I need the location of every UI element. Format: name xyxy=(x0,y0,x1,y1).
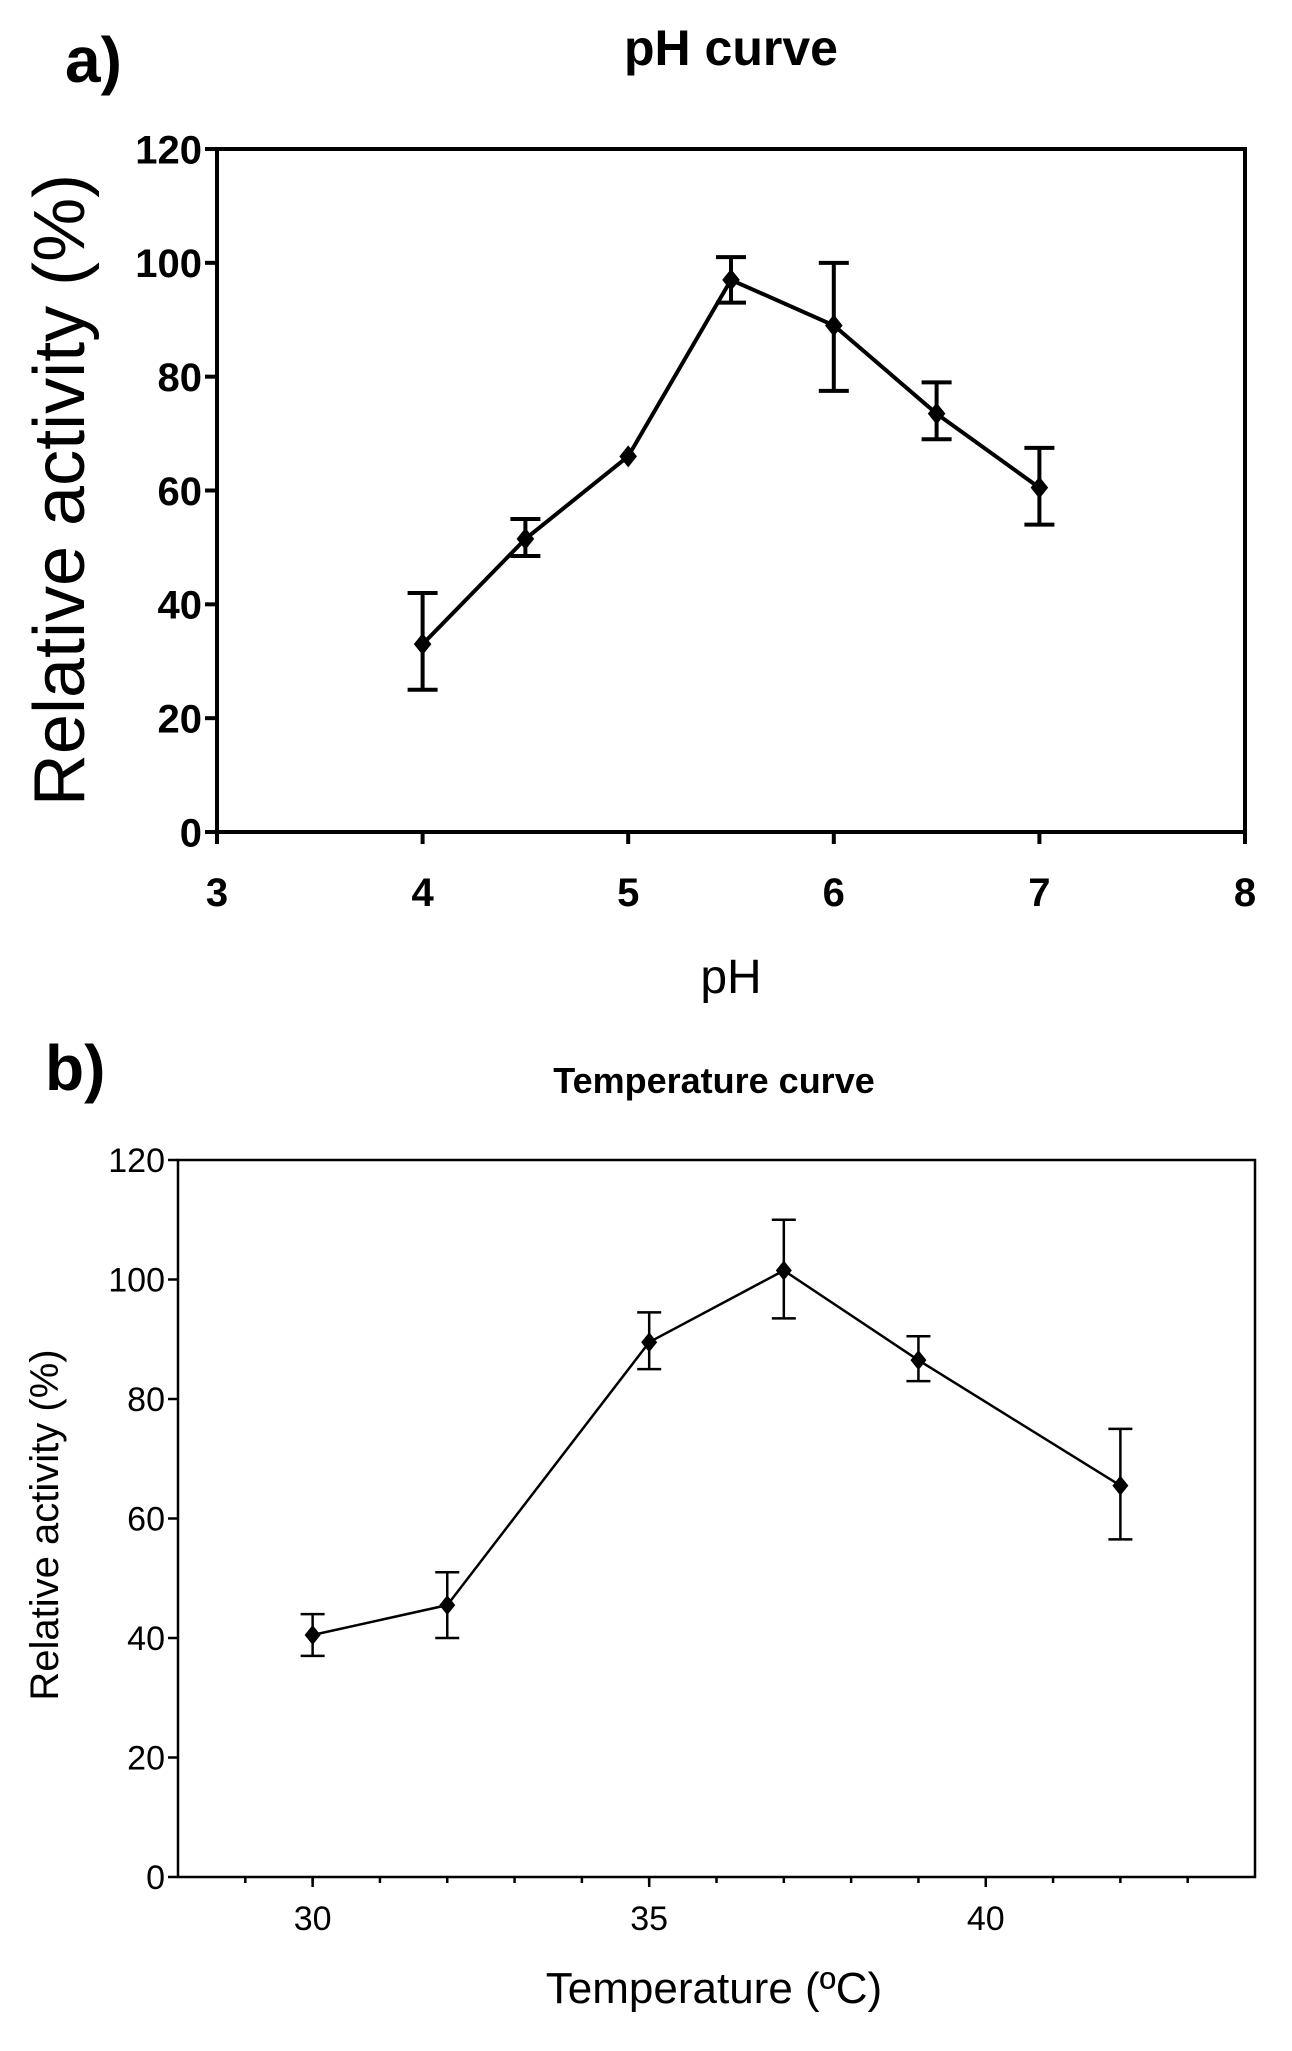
data-point-marker xyxy=(1112,1475,1129,1496)
series-line xyxy=(421,277,1041,646)
x-tick-label: 6 xyxy=(823,871,845,915)
plot-frame xyxy=(176,1158,1257,1879)
x-axis-label: Temperature (ºC) xyxy=(546,1964,882,2013)
y-tick-label: 60 xyxy=(158,470,203,514)
y-tick-label: 0 xyxy=(146,1859,165,1897)
y-tick-label: 20 xyxy=(158,698,203,742)
data-point-marker xyxy=(927,402,946,425)
series-line xyxy=(312,1269,1122,1637)
x-tick-label: 5 xyxy=(617,871,639,915)
y-tick-label: 120 xyxy=(108,1142,165,1180)
data-point-marker xyxy=(825,314,843,337)
data-point-marker xyxy=(641,1332,658,1353)
ph-chart: pH curve pH Relative activity (%) 0 20 40 60 80… xyxy=(20,20,1256,1004)
data-point-marker xyxy=(413,633,432,656)
data-point-marker xyxy=(1030,476,1049,499)
y-tick-label: 40 xyxy=(158,584,203,628)
y-tick-label: 0 xyxy=(180,811,202,855)
y-tick-label: 100 xyxy=(108,1262,165,1300)
y-tick-label: 40 xyxy=(127,1620,165,1658)
data-point-marker xyxy=(619,445,637,468)
data-point-marker xyxy=(775,1260,792,1281)
temperature-chart: Temperature curve Temperature (ºC) Relativ… xyxy=(23,1060,1257,2013)
plot-frame xyxy=(215,147,1247,834)
x-tick-label: 3 xyxy=(206,871,228,915)
data-point-marker xyxy=(516,527,535,550)
data-point-marker xyxy=(722,268,740,291)
y-tick-label: 60 xyxy=(127,1501,165,1539)
x-tick-label: 8 xyxy=(1234,871,1256,915)
data-point-marker xyxy=(304,1625,321,1646)
y-tick-label: 80 xyxy=(127,1381,165,1419)
chart-title: Temperature curve xyxy=(553,1060,874,1101)
y-tick-label: 100 xyxy=(135,242,202,286)
x-tick-label: 7 xyxy=(1028,871,1050,915)
data-point-marker xyxy=(910,1350,927,1371)
panel-a-label: a) xyxy=(65,24,122,96)
x-tick-label: 4 xyxy=(411,871,434,915)
x-tick-label: 30 xyxy=(294,1900,332,1938)
data-point-marker xyxy=(439,1595,456,1616)
y-tick-label: 20 xyxy=(127,1740,165,1778)
x-axis-label: pH xyxy=(700,951,761,1004)
y-axis-label: Relative activity (%) xyxy=(23,1349,67,1700)
y-axis-label: Relative activity (%) xyxy=(20,174,100,806)
x-tick-label: 35 xyxy=(630,1900,668,1938)
y-tick-label: 120 xyxy=(135,128,202,172)
panel-b-label: b) xyxy=(45,1032,105,1104)
chart-title: pH curve xyxy=(624,20,838,76)
x-tick-label: 40 xyxy=(967,1900,1005,1938)
y-tick-label: 80 xyxy=(158,356,203,400)
